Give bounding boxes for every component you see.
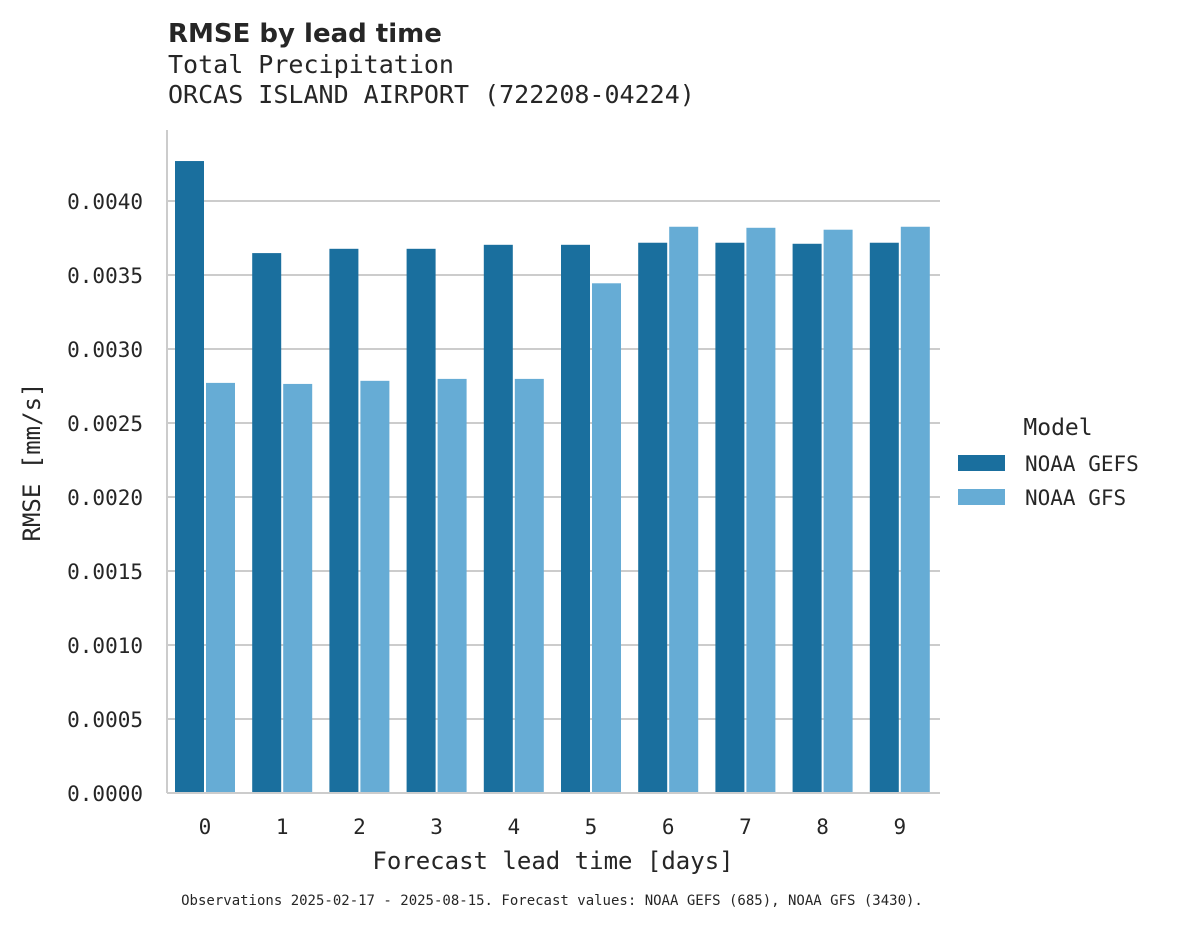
x-tick-label: 7 (739, 815, 752, 839)
legend: Model NOAA GEFS NOAA GFS (958, 415, 1139, 510)
bar-gefs-lead-1 (252, 253, 282, 793)
legend-title: Model (1023, 415, 1092, 441)
bar-gefs-lead-8 (792, 243, 822, 794)
bar-gefs-lead-2 (329, 248, 359, 793)
bar-gefs-lead-6 (638, 242, 668, 794)
x-tick-labels: 0 1 2 3 4 5 6 7 8 9 (199, 815, 906, 839)
y-tick-label: 0.0010 (67, 634, 143, 658)
legend-swatch-gfs (958, 489, 1005, 505)
chart-title: RMSE by lead time (168, 19, 442, 49)
y-tick-label: 0.0035 (67, 264, 143, 288)
chart-subtitle-station: ORCAS ISLAND AIRPORT (722208-04224) (168, 80, 695, 109)
y-tick-label: 0.0030 (67, 338, 143, 362)
bar-gfs-lead-3 (437, 378, 467, 793)
bars (175, 161, 930, 794)
x-axis-label: Forecast lead time [days] (372, 847, 733, 875)
x-tick-label: 2 (353, 815, 366, 839)
chart-subtitle-variable: Total Precipitation (168, 50, 454, 79)
x-tick-label: 9 (893, 815, 906, 839)
x-tick-label: 6 (662, 815, 675, 839)
bar-gfs-lead-8 (823, 229, 853, 793)
legend-label-gfs: NOAA GFS (1025, 486, 1126, 510)
bar-gfs-lead-9 (900, 226, 930, 793)
y-tick-labels: 0.0000 0.0005 0.0010 0.0015 0.0020 0.0025 0.00… (67, 190, 143, 806)
y-tick-label: 0.0020 (67, 486, 143, 510)
y-tick-label: 0.0040 (67, 190, 143, 214)
bar-gfs-lead-1 (283, 383, 313, 793)
y-tick-label: 0.0025 (67, 412, 143, 436)
bar-gfs-lead-0 (206, 382, 235, 793)
bar-gefs-lead-0 (175, 161, 204, 794)
bar-gfs-lead-7 (746, 227, 776, 794)
bar-gfs-lead-5 (592, 283, 621, 793)
bar-gfs-lead-4 (514, 378, 544, 793)
x-tick-label: 0 (199, 815, 212, 839)
x-tick-label: 3 (430, 815, 443, 839)
legend-swatch-gefs (958, 455, 1005, 471)
bar-gefs-lead-5 (561, 244, 590, 794)
x-tick-label: 5 (585, 815, 598, 839)
axes (166, 130, 940, 794)
y-axis-label: RMSE [mm/s] (18, 383, 46, 542)
x-tick-label: 8 (816, 815, 829, 839)
y-tick-label: 0.0015 (67, 560, 143, 584)
chart-caption: Observations 2025-02-17 - 2025-08-15. Fo… (181, 893, 923, 909)
y-tick-label: 0.0000 (67, 782, 143, 806)
bar-gefs-lead-7 (715, 242, 745, 794)
bar-gefs-lead-4 (483, 244, 513, 794)
x-tick-label: 4 (507, 815, 520, 839)
bar-gfs-lead-2 (360, 380, 390, 793)
x-tick-label: 1 (276, 815, 289, 839)
bar-gfs-lead-6 (669, 226, 699, 793)
bar-gefs-lead-3 (406, 248, 436, 793)
legend-label-gefs: NOAA GEFS (1025, 452, 1139, 476)
bar-gefs-lead-9 (869, 242, 899, 794)
y-tick-label: 0.0005 (67, 708, 143, 732)
